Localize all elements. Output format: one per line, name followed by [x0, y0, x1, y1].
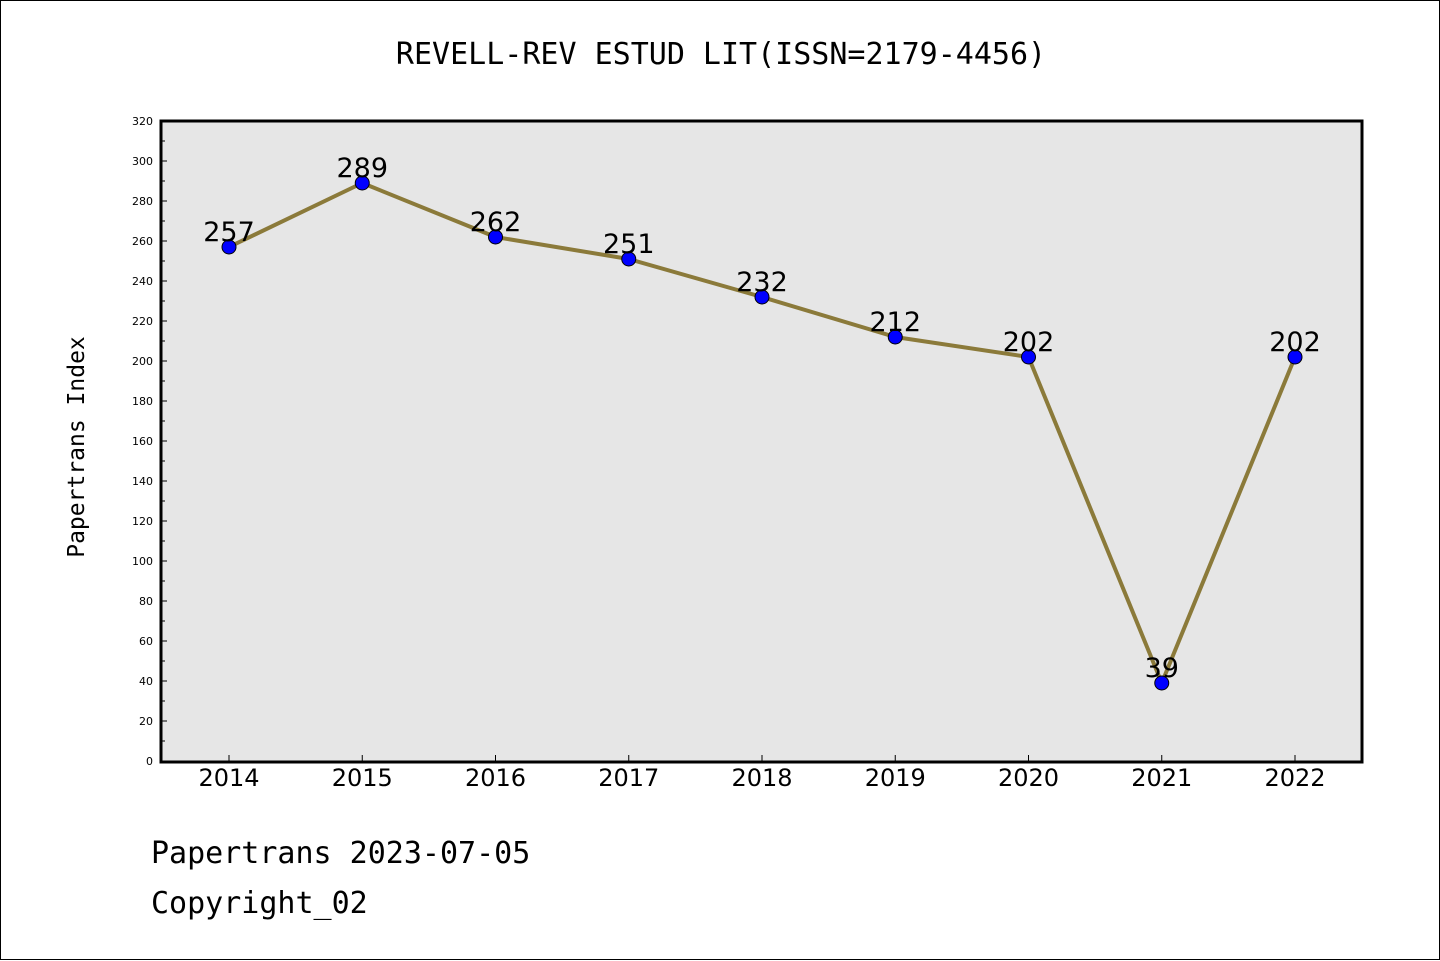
- y-tick-label-100: 100: [132, 555, 153, 568]
- data-label-2019: 212: [869, 307, 921, 338]
- data-point-2018: [754, 289, 770, 305]
- y-tick-label-220: 220: [132, 315, 153, 328]
- y-tick-label-180: 180: [132, 395, 153, 408]
- y-tick-label-320: 320: [132, 115, 153, 128]
- x-tick-label-2016: 2016: [465, 764, 526, 792]
- data-label-2022: 202: [1269, 327, 1321, 358]
- data-point-2015: [354, 175, 370, 191]
- y-tick-label-60: 60: [139, 635, 153, 648]
- footer-copyright: Copyright_02: [151, 886, 368, 921]
- y-tick-label-80: 80: [139, 595, 153, 608]
- data-label-2020: 202: [1003, 327, 1055, 358]
- data-point-2021: [1154, 675, 1170, 691]
- x-tick-label-2022: 2022: [1264, 764, 1325, 792]
- y-tick-label-20: 20: [139, 715, 153, 728]
- x-tick-label-2018: 2018: [731, 764, 792, 792]
- data-label-2016: 262: [470, 207, 522, 238]
- x-tick-label-2021: 2021: [1131, 764, 1192, 792]
- data-label-2017: 251: [603, 229, 655, 260]
- y-tick-label-240: 240: [132, 275, 153, 288]
- data-point-2020: [1021, 349, 1036, 365]
- y-tick-label-0: 0: [146, 755, 153, 768]
- x-tick-label-2015: 2015: [332, 764, 393, 792]
- y-tick-label-280: 280: [132, 195, 153, 208]
- y-tick-label-300: 300: [132, 155, 153, 168]
- y-tick-label-260: 260: [132, 235, 153, 248]
- x-tick-label-2017: 2017: [598, 764, 659, 792]
- x-tick-label-2019: 2019: [865, 764, 926, 792]
- data-point-2022: [1287, 349, 1303, 365]
- x-tick-label-2014: 2014: [198, 764, 259, 792]
- footer-date: Papertrans 2023-07-05: [151, 836, 531, 871]
- y-tick-label-160: 160: [132, 435, 153, 448]
- y-tick-label-40: 40: [139, 675, 153, 688]
- y-tick-label-120: 120: [132, 515, 153, 528]
- plot-area: [159, 119, 1364, 764]
- y-tick-label-200: 200: [132, 355, 153, 368]
- data-label-2014: 257: [203, 217, 255, 248]
- chart-title: REVELL-REV ESTUD LIT(ISSN=2179-4456): [395, 37, 1047, 72]
- data-label-2021: 39: [1145, 653, 1179, 684]
- y-tick-label-140: 140: [132, 475, 153, 488]
- data-label-2018: 232: [736, 267, 788, 298]
- data-point-2019: [887, 329, 903, 345]
- data-point-2016: [488, 229, 503, 245]
- data-label-2015: 289: [336, 153, 388, 184]
- data-point-2017: [621, 251, 637, 267]
- data-point-2014: [221, 239, 237, 255]
- x-tick-label-2020: 2020: [998, 764, 1059, 792]
